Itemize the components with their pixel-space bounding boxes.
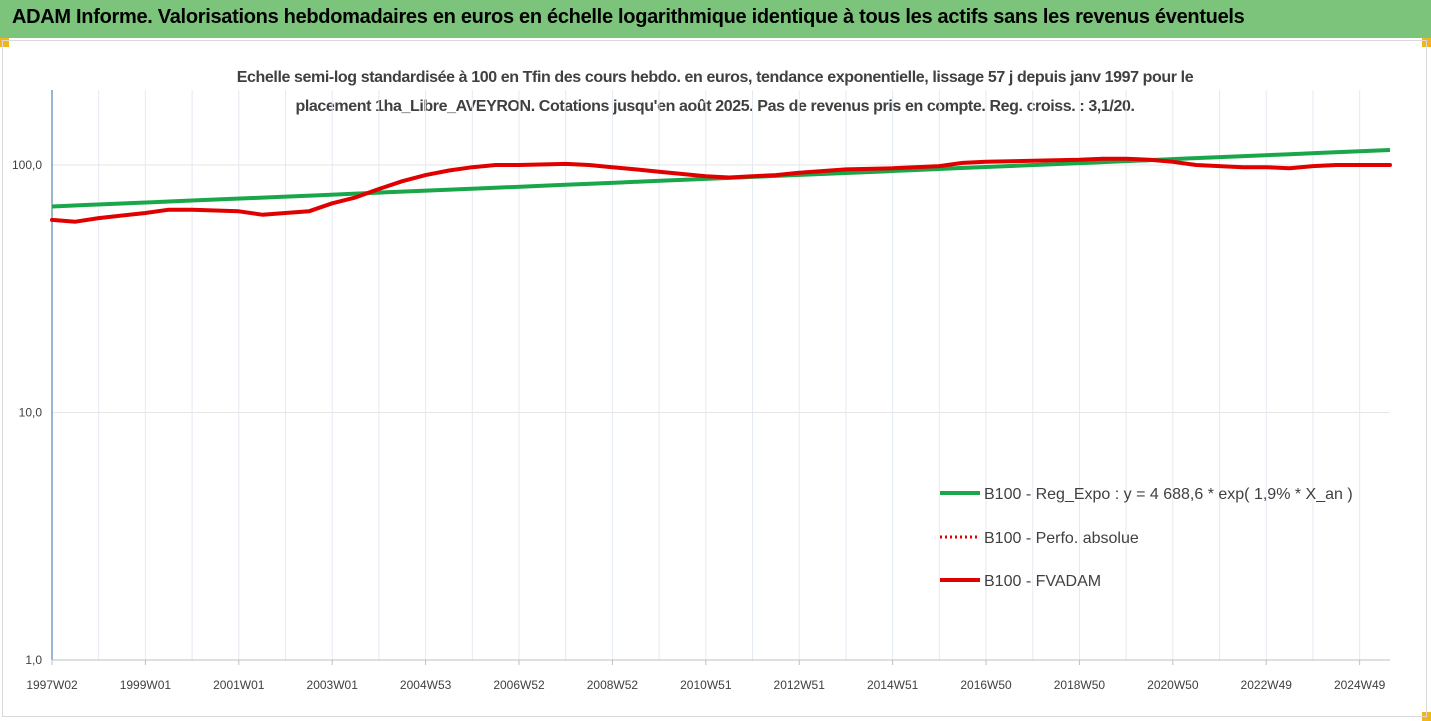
x-tick-label: 1999W01 [120,678,172,692]
x-tick-label: 2006W52 [493,678,545,692]
x-tick-label: 2004W53 [400,678,452,692]
header-title: ADAM Informe. Valorisations hebdomadaire… [12,6,1245,28]
chart-frame [2,40,1427,717]
y-tick-label: 100,0 [12,158,42,172]
x-tick-label: 2020W50 [1147,678,1199,692]
x-tick-label: 2008W52 [587,678,639,692]
x-tick-label: 2018W50 [1054,678,1106,692]
chart-title: Echelle semi-log standardisée à 100 en T… [160,63,1270,121]
legend-label: B100 - Perfo. absolue [984,530,1139,547]
legend: B100 - Reg_Expo : y = 4 688,6 * exp( 1,9… [940,486,1353,590]
chart-title-line-2: placement 1ha_Libre_AVEYRON. Cotations j… [295,98,1135,115]
series-line-fvadam [50,156,1392,224]
corner-marker-top-left [0,38,9,47]
series-lines [50,148,1392,224]
legend-label: B100 - FVADAM [984,573,1101,590]
x-axis-ticks: 1997W02 1999W01 2001W01 2003W01 2004W53 2006W… [26,660,1386,692]
x-tick-label: 2014W51 [867,678,919,692]
x-tick-label: 2024W49 [1334,678,1386,692]
header-bar: ADAM Informe. Valorisations hebdomadaire… [0,0,1431,38]
y-tick-label: 10,0 [19,406,43,420]
x-tick-label: 2022W49 [1241,678,1293,692]
chart-title-line-1: Echelle semi-log standardisée à 100 en T… [236,69,1194,86]
gridlines [51,90,1390,661]
x-tick-label: 1997W02 [26,678,78,692]
x-tick-label: 2010W51 [680,678,732,692]
x-tick-label: 2001W01 [213,678,265,692]
x-tick-label: 2012W51 [774,678,826,692]
legend-item-perfo-absolue: B100 - Perfo. absolue [940,530,1139,547]
y-tick-label: 1,0 [25,653,42,667]
x-tick-label: 2003W01 [307,678,359,692]
y-axis-ticks: 1,0 10,0 100,0 [12,158,42,667]
x-tick-label: 2016W50 [960,678,1012,692]
legend-item-reg-expo: B100 - Reg_Expo : y = 4 688,6 * exp( 1,9… [940,486,1353,503]
legend-item-fvadam: B100 - FVADAM [940,573,1101,590]
legend-label: B100 - Reg_Expo : y = 4 688,6 * exp( 1,9… [984,486,1353,503]
